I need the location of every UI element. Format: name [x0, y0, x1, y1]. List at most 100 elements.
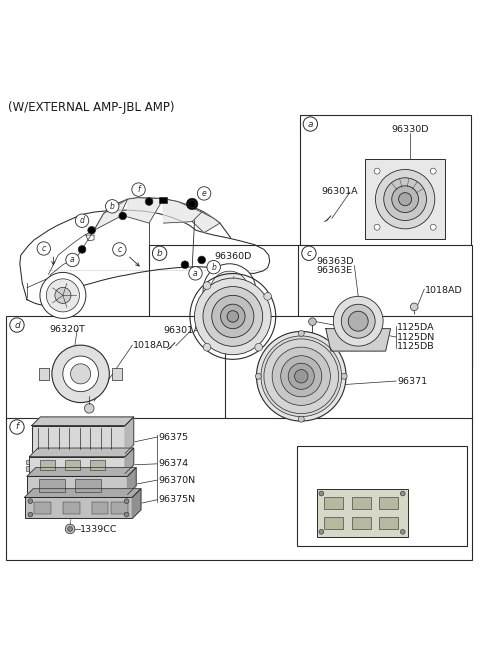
Circle shape	[220, 281, 239, 299]
Polygon shape	[125, 448, 134, 473]
Text: 96301A: 96301A	[322, 188, 358, 196]
Circle shape	[40, 273, 86, 318]
Bar	[6, 316, 227, 419]
Circle shape	[55, 288, 71, 303]
Polygon shape	[128, 467, 136, 494]
Text: 96320T: 96320T	[49, 325, 85, 334]
Text: c: c	[117, 245, 121, 254]
Bar	[111, 502, 128, 514]
Bar	[25, 466, 29, 471]
Circle shape	[309, 318, 316, 325]
Bar	[324, 497, 343, 509]
Polygon shape	[192, 212, 220, 233]
Circle shape	[186, 198, 198, 210]
Text: 1125DB: 1125DB	[397, 342, 434, 351]
Circle shape	[203, 344, 211, 351]
Circle shape	[197, 186, 211, 200]
Text: 1125DA: 1125DA	[397, 323, 434, 332]
Text: 96301A: 96301A	[163, 326, 200, 335]
Polygon shape	[27, 467, 136, 476]
Text: e: e	[232, 321, 238, 329]
Bar	[158, 197, 167, 203]
Bar	[379, 497, 398, 509]
Text: d: d	[14, 321, 20, 329]
Circle shape	[194, 278, 271, 355]
Circle shape	[124, 499, 129, 503]
Bar	[32, 426, 125, 453]
Circle shape	[430, 168, 436, 174]
Bar	[351, 497, 371, 509]
Circle shape	[47, 279, 80, 312]
Circle shape	[52, 345, 109, 402]
Circle shape	[10, 420, 24, 434]
Circle shape	[211, 271, 249, 309]
Circle shape	[28, 512, 33, 517]
Circle shape	[333, 296, 383, 346]
Polygon shape	[132, 489, 141, 518]
Circle shape	[106, 200, 119, 213]
Circle shape	[119, 212, 127, 220]
Circle shape	[374, 224, 380, 230]
Circle shape	[65, 524, 75, 534]
Circle shape	[84, 404, 94, 413]
Text: 1018AD: 1018AD	[425, 286, 463, 295]
Text: b: b	[110, 202, 115, 211]
Circle shape	[384, 178, 427, 220]
Circle shape	[124, 512, 129, 517]
Bar	[65, 460, 80, 470]
Circle shape	[398, 192, 412, 205]
Text: d: d	[80, 216, 84, 225]
Circle shape	[113, 243, 126, 256]
Text: (W/EXTERNAL AMP-JBL AMP): (W/EXTERNAL AMP-JBL AMP)	[8, 101, 174, 114]
Circle shape	[374, 168, 380, 174]
Bar	[324, 518, 343, 529]
Circle shape	[198, 256, 205, 264]
Circle shape	[227, 311, 239, 322]
Circle shape	[75, 214, 89, 228]
Text: 96330D: 96330D	[391, 125, 429, 134]
Text: 96371E: 96371E	[342, 465, 378, 474]
Bar	[25, 460, 29, 464]
Circle shape	[256, 331, 346, 421]
Circle shape	[88, 226, 96, 234]
Circle shape	[153, 246, 167, 260]
Bar	[300, 115, 471, 247]
Polygon shape	[94, 199, 128, 230]
Text: a: a	[70, 256, 75, 265]
Circle shape	[221, 304, 245, 329]
Circle shape	[298, 331, 304, 336]
Bar	[112, 368, 122, 380]
Circle shape	[348, 311, 368, 331]
Polygon shape	[32, 417, 134, 426]
Circle shape	[63, 356, 98, 392]
Circle shape	[188, 200, 196, 208]
Text: 96360D: 96360D	[214, 252, 252, 261]
Text: 96370N: 96370N	[158, 475, 196, 484]
Circle shape	[255, 344, 263, 351]
Bar	[351, 518, 371, 529]
Text: c: c	[306, 249, 312, 258]
Circle shape	[66, 253, 79, 267]
Circle shape	[28, 499, 33, 503]
Text: 96371: 96371	[397, 377, 427, 385]
Bar	[27, 476, 128, 494]
Circle shape	[207, 260, 220, 274]
Circle shape	[295, 370, 308, 383]
Circle shape	[288, 363, 314, 389]
Text: f: f	[15, 422, 19, 432]
Circle shape	[272, 347, 330, 406]
Text: 1018AD: 1018AD	[133, 340, 171, 349]
Bar	[149, 244, 300, 366]
Text: c: c	[42, 244, 46, 253]
Circle shape	[68, 527, 72, 531]
Circle shape	[228, 318, 242, 333]
Circle shape	[261, 336, 342, 417]
Bar	[75, 479, 101, 492]
Circle shape	[410, 303, 418, 311]
Circle shape	[430, 224, 436, 230]
Text: 1125DN: 1125DN	[397, 333, 435, 342]
Polygon shape	[326, 329, 391, 351]
Polygon shape	[128, 198, 163, 223]
Bar	[63, 502, 80, 514]
Circle shape	[375, 170, 435, 229]
